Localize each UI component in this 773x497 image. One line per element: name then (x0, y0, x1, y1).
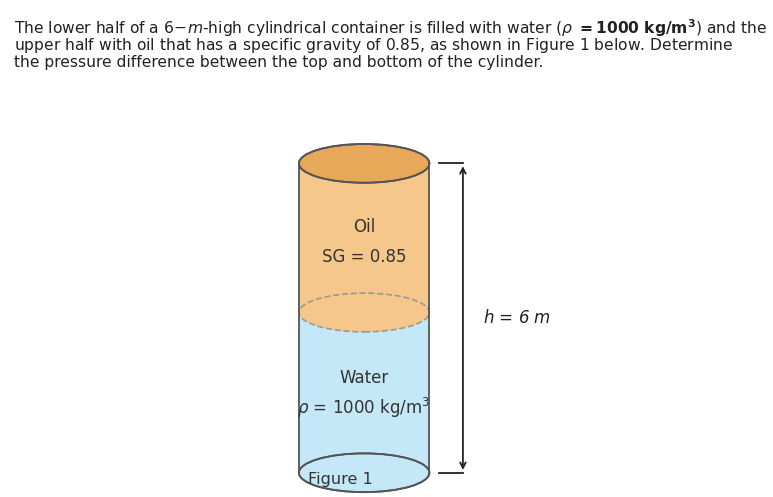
Ellipse shape (299, 453, 429, 492)
Text: Water: Water (339, 369, 389, 387)
Text: upper half with oil that has a specific gravity of $\mathit{0.85}$, as shown in : upper half with oil that has a specific … (14, 36, 733, 55)
Text: the pressure difference between the top and bottom of the cylinder.: the pressure difference between the top … (14, 55, 543, 70)
Text: $\rho$ = 1000 kg/m$^3$: $\rho$ = 1000 kg/m$^3$ (298, 396, 431, 419)
Text: The lower half of a $\mathbf{\mathit{6\!-\!m}}$-high cylindrical container is fi: The lower half of a $\mathbf{\mathit{6\!… (14, 17, 767, 39)
Text: SG = 0.85: SG = 0.85 (322, 248, 407, 265)
Ellipse shape (299, 293, 429, 332)
Text: $h$ = 6 m: $h$ = 6 m (483, 309, 551, 327)
Text: Oil: Oil (353, 218, 375, 236)
Polygon shape (299, 164, 429, 313)
Text: Figure 1: Figure 1 (308, 472, 373, 487)
Polygon shape (299, 313, 429, 473)
Ellipse shape (299, 144, 429, 183)
